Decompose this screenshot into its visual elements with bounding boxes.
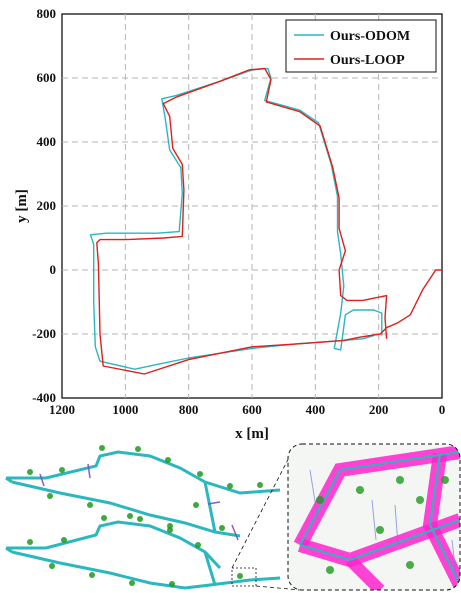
series-line-ours-loop bbox=[96, 67, 442, 375]
map-lower bbox=[5, 515, 281, 590]
trajectory-chart: 1200 1000 800 600 400 200 0 800 600 400 200 0 -200 -4… bbox=[14, 6, 445, 442]
y-tick-label: 400 bbox=[37, 134, 57, 149]
x-tick-label: 0 bbox=[439, 402, 446, 417]
y-tick-label: -200 bbox=[32, 326, 56, 341]
zoom-connector-top bbox=[231, 443, 297, 569]
x-tick-label: 1000 bbox=[112, 402, 138, 417]
point-cloud-maps bbox=[5, 443, 461, 591]
zoom-inset bbox=[287, 443, 461, 591]
y-tick-label: 600 bbox=[37, 70, 57, 85]
axis-ticks: 1200 1000 800 600 400 200 0 800 600 400 200 0 -200 -4… bbox=[32, 6, 445, 417]
series-line-ours-odom bbox=[89, 67, 383, 370]
x-tick-label: 400 bbox=[306, 402, 326, 417]
legend: Ours-ODOM Ours-LOOP bbox=[285, 19, 437, 73]
series-layer bbox=[89, 67, 442, 375]
x-tick-label: 800 bbox=[179, 402, 199, 417]
x-tick-label: 600 bbox=[242, 402, 262, 417]
y-tick-label: 800 bbox=[37, 6, 57, 21]
x-tick-label: 1200 bbox=[49, 402, 75, 417]
zoom-connector-bottom bbox=[255, 585, 301, 591]
x-tick-label: 200 bbox=[369, 402, 389, 417]
y-tick-label: 200 bbox=[37, 198, 57, 213]
map-upper bbox=[5, 445, 281, 541]
legend-box bbox=[285, 19, 437, 73]
grid-lines bbox=[62, 14, 442, 398]
y-tick-label: -400 bbox=[32, 390, 56, 405]
legend-label-loop: Ours-LOOP bbox=[330, 53, 405, 68]
x-axis-label: x [m] bbox=[235, 426, 269, 442]
y-axis-label: y [m] bbox=[14, 189, 30, 223]
zoom-source-box bbox=[231, 567, 257, 587]
legend-label-odom: Ours-ODOM bbox=[330, 29, 410, 44]
y-tick-label: 0 bbox=[50, 262, 57, 277]
